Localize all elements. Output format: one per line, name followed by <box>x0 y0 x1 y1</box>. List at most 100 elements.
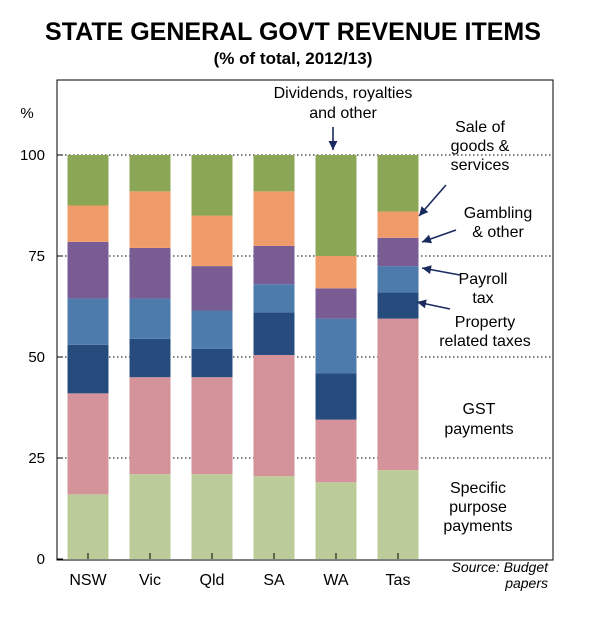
arrow-head <box>422 234 432 244</box>
annotation-line: & other <box>472 224 524 241</box>
sale-arrow <box>418 184 447 217</box>
annotation-line: Property <box>455 314 515 331</box>
y-axis-ticks: 0 25 50 75 100 <box>20 147 63 568</box>
x-tick-label: Qld <box>200 572 225 589</box>
annotation-line: purpose <box>449 499 507 516</box>
annotation-line: Payroll <box>459 271 508 288</box>
bar-stack-vic <box>129 155 171 559</box>
annotation-line: Gambling <box>464 205 532 222</box>
gambling-arrow <box>421 229 457 244</box>
annotation-line: payments <box>443 518 512 535</box>
bar-segment <box>315 256 357 289</box>
gridlines <box>57 154 553 459</box>
bar-segment <box>67 205 109 242</box>
x-tick-label: Tas <box>386 572 411 589</box>
x-tick-label: NSW <box>69 572 107 589</box>
bar-segment <box>67 241 109 299</box>
chart-title: STATE GENERAL GOVT REVENUE ITEMS <box>45 18 541 46</box>
annotation-line: services <box>451 157 510 174</box>
bar-segment <box>191 215 233 267</box>
annotations: Dividends, royalties and other Sale of good… <box>274 85 533 535</box>
y-tick-label: 25 <box>28 450 45 467</box>
bar-segment <box>191 266 233 311</box>
bar-stack-nsw <box>67 155 109 559</box>
annotation-line: Specific <box>450 480 506 497</box>
annotation-spp: Specific purpose payments <box>443 480 512 535</box>
bar-segment <box>253 354 295 477</box>
bar-segment <box>67 298 109 345</box>
y-tick-label: 75 <box>28 248 45 265</box>
bar-segment <box>315 373 357 420</box>
annotation-line: payments <box>444 421 513 438</box>
bar-segment <box>191 474 233 559</box>
y-tick-label: 100 <box>20 147 45 164</box>
bar-segment <box>67 393 109 495</box>
x-tick-label: WA <box>323 572 349 589</box>
x-axis-labels: NSW Vic Qld SA WA Tas <box>69 553 410 589</box>
bar-segment <box>253 245 295 285</box>
annotation-dividends: Dividends, royalties and other <box>274 85 413 122</box>
bar-segment <box>191 310 233 349</box>
annotation-payroll: Payroll tax <box>459 271 508 307</box>
source-line: papers <box>504 575 548 591</box>
bar-segment <box>67 344 109 394</box>
y-tick-label: 50 <box>28 349 45 366</box>
bar-stack-qld <box>191 155 233 559</box>
bar-segment <box>315 288 357 319</box>
annotation-gst: GST payments <box>444 401 513 438</box>
bar-segment <box>129 474 171 559</box>
bar-segment <box>129 191 171 248</box>
arrow-head <box>417 299 427 309</box>
bar-segment <box>129 247 171 299</box>
bar-segment <box>377 292 419 319</box>
x-tick-label: Vic <box>139 572 161 589</box>
dividends-arrow <box>328 127 338 150</box>
plot-area <box>56 79 554 561</box>
bar-segment <box>315 318 357 374</box>
bar-segment <box>253 155 295 192</box>
arrow-head <box>419 206 429 216</box>
bar-segment <box>377 470 419 559</box>
bar-segment <box>253 191 295 246</box>
annotation-sale: Sale of goods & services <box>451 119 510 174</box>
bar-segment <box>129 338 171 378</box>
annotation-line: Sale of <box>455 119 505 136</box>
bar-segment <box>191 348 233 378</box>
plot-frame <box>56 79 554 561</box>
annotation-line: GST <box>463 401 496 418</box>
bar-segment <box>129 298 171 339</box>
chart-subtitle: (% of total, 2012/13) <box>214 49 373 68</box>
arrow-head <box>422 265 432 275</box>
y-axis-label: % <box>20 105 33 122</box>
bar-segment <box>129 155 171 192</box>
x-tick-label: SA <box>263 572 285 589</box>
payroll-arrow <box>421 265 461 276</box>
bar-segment <box>377 318 419 471</box>
bar-segment <box>377 211 419 238</box>
annotation-arrows <box>328 127 461 310</box>
property-arrow <box>416 299 451 310</box>
bar-segment <box>191 155 233 216</box>
bar-stack-sa <box>253 155 295 559</box>
bar-segment <box>67 155 109 206</box>
bar-segment <box>191 377 233 475</box>
arrow-head <box>328 141 338 150</box>
bar-segment <box>67 494 109 559</box>
bar-segment <box>253 476 295 559</box>
annotation-line: tax <box>472 290 493 307</box>
bar-segment <box>253 284 295 313</box>
annotation-gambling: Gambling & other <box>464 205 532 241</box>
bars <box>67 155 419 559</box>
bar-segment <box>377 266 419 293</box>
annotation-line: and other <box>309 105 377 122</box>
annotation-line: related taxes <box>439 333 531 350</box>
y-tick-label: 0 <box>37 551 45 568</box>
bar-stack-wa <box>315 155 357 559</box>
bar-stack-tas <box>377 155 419 559</box>
bar-segment <box>129 377 171 475</box>
bar-segment <box>377 155 419 212</box>
annotation-line: goods & <box>451 138 510 155</box>
bar-segment <box>315 482 357 559</box>
annotation-line: Dividends, royalties <box>274 85 413 102</box>
